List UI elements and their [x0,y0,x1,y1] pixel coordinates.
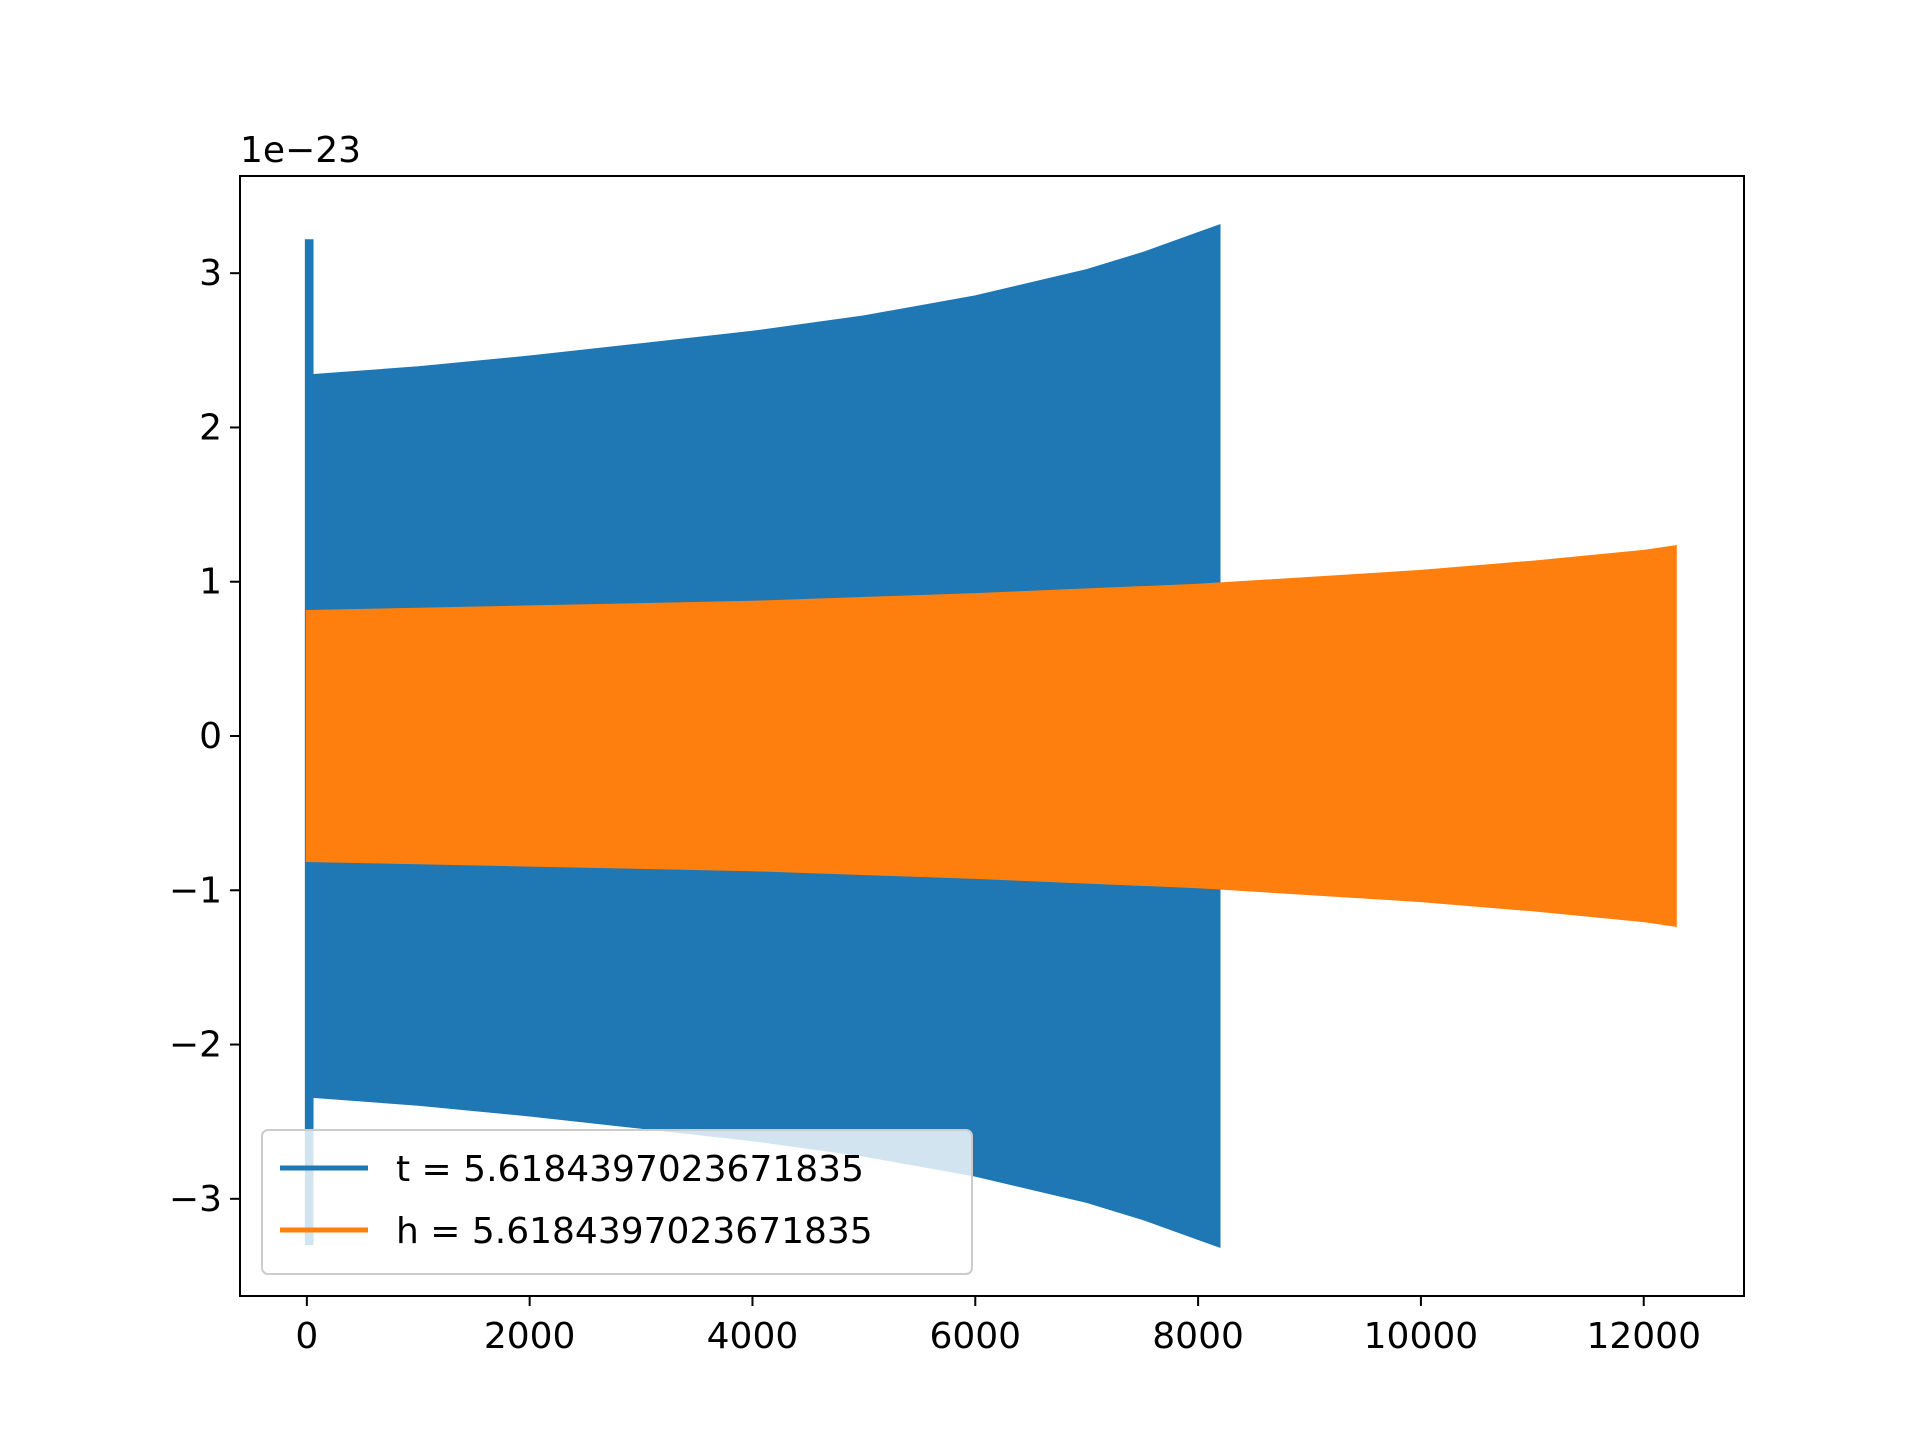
y-tick-label: 3 [199,253,222,294]
x-tick-label: 8000 [1152,1316,1244,1357]
legend-item: t = 5.6184397023671835 [280,1149,864,1190]
series-2-envelope [305,545,1677,927]
y-offset-label: 1e−23 [240,130,361,171]
y-tick-label: 1 [199,562,222,603]
legend-label: h = 5.6184397023671835 [396,1211,873,1252]
plot-area [304,223,1677,1249]
x-tick-label: 4000 [707,1316,799,1357]
y-tick-label: 0 [199,716,222,757]
legend-item: h = 5.6184397023671835 [280,1211,873,1252]
x-axis: 0 2000 4000 6000 8000 10000 12000 [295,1296,1701,1357]
x-tick-label: 6000 [929,1316,1021,1357]
y-tick-label: −3 [169,1179,222,1220]
x-tick-label: 10000 [1364,1316,1479,1357]
series-2 [305,545,1677,927]
legend-box [261,1129,973,1275]
x-tick-label: 0 [295,1316,318,1357]
legend-label: t = 5.6184397023671835 [396,1149,864,1190]
y-tick-label: 2 [199,407,222,448]
y-tick-label: −1 [169,870,222,911]
x-tick-label: 12000 [1586,1316,1701,1357]
legend: t = 5.6184397023671835 h = 5.618439702367… [261,1129,973,1275]
x-tick-label: 2000 [484,1316,576,1357]
y-axis: −3 −2 −1 0 1 2 3 [169,253,240,1220]
y-tick-label: −2 [169,1025,222,1066]
